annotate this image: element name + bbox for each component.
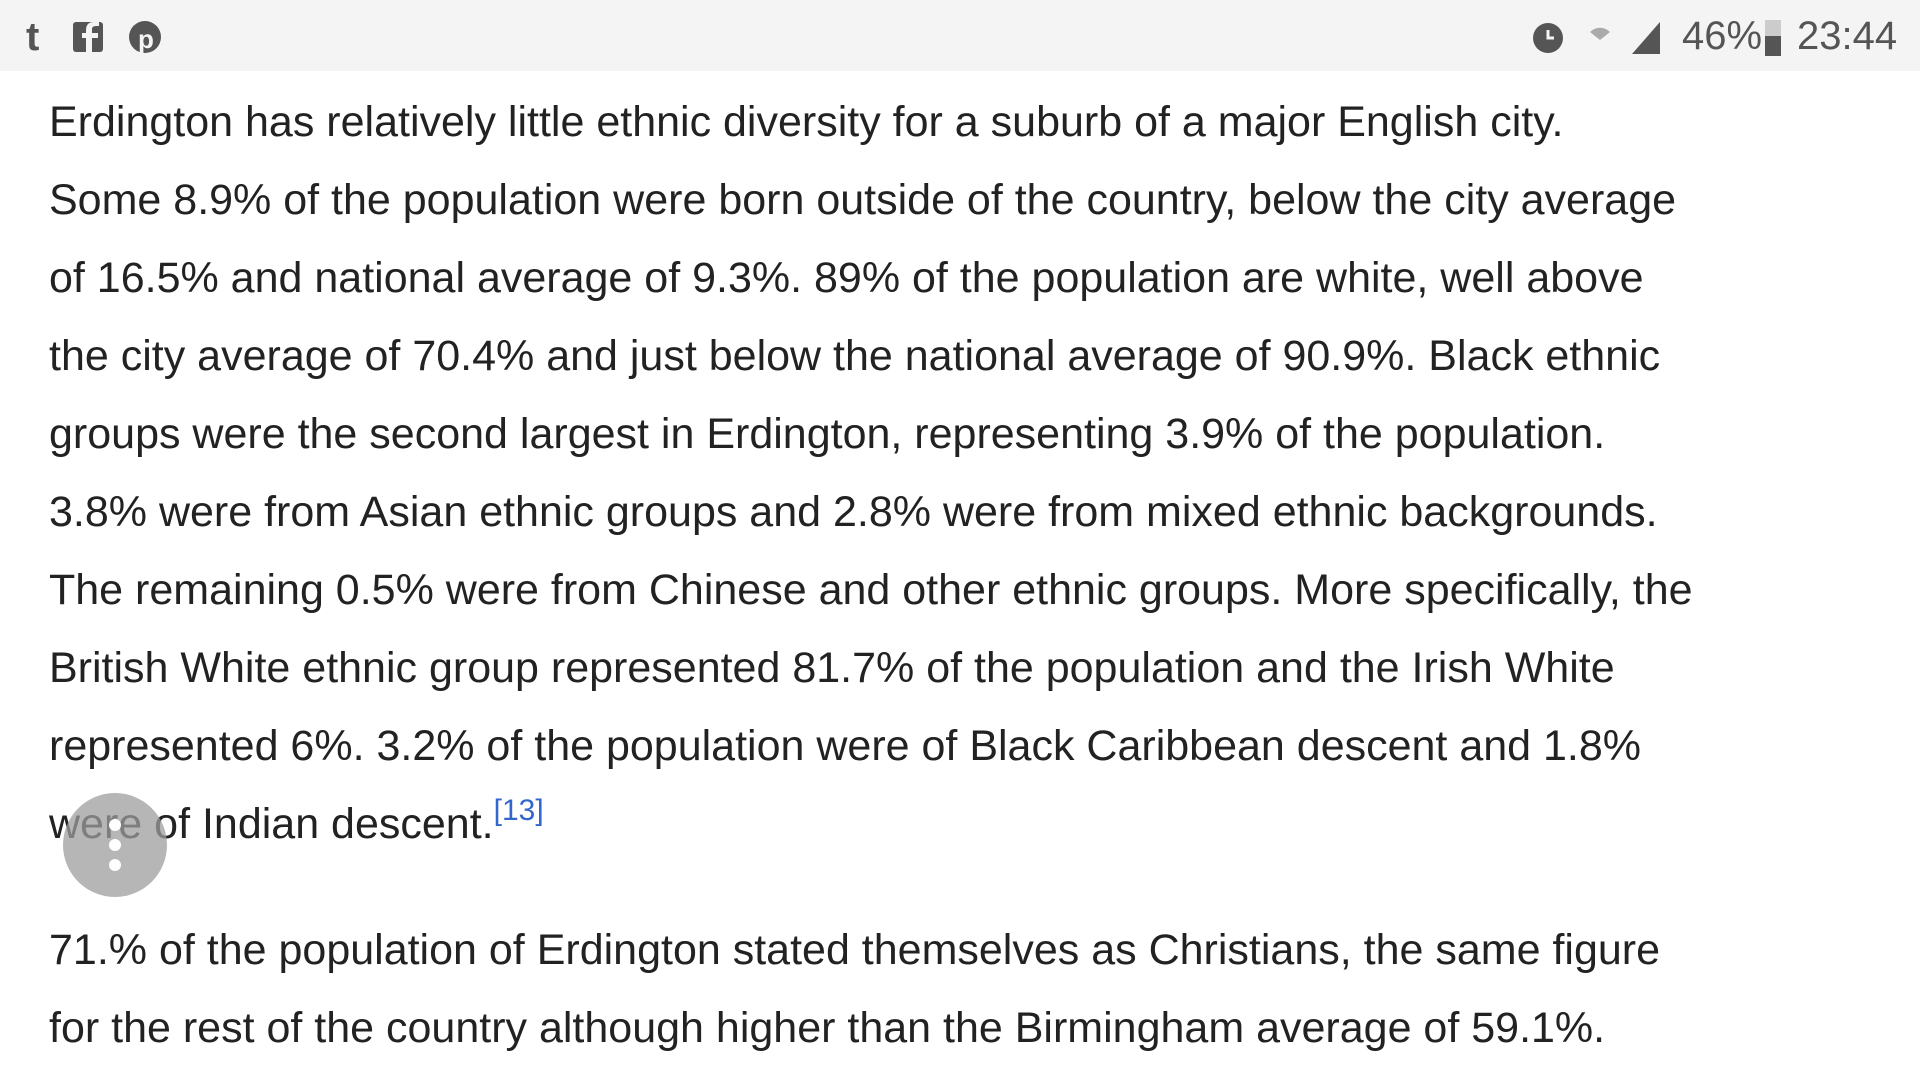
signal-icon [1632, 22, 1660, 54]
text: The remaining 0.5% were from Chinese and… [49, 566, 1693, 614]
status-bar: t p 46% 23:44 [0, 0, 1920, 71]
floating-menu-button[interactable] [62, 792, 168, 898]
text: 71.% of the population of Erdington stat… [49, 926, 1661, 974]
text: Erdington has relatively little ethnic d… [49, 98, 1564, 146]
system-icons [1533, 22, 1660, 54]
clock: 23:44 [1797, 14, 1898, 58]
text-line: groups were the second largest in Erding… [49, 395, 1693, 473]
social-icons: t p [26, 15, 161, 59]
text-line: of 16.5% and national average of 9.3%. 8… [49, 239, 1693, 317]
text: British White ethnic group represented 8… [49, 644, 1615, 692]
wifi-icon [1590, 27, 1610, 40]
citation-link[interactable]: [13] [493, 794, 544, 827]
text-line: for the rest of the country although hig… [49, 989, 1660, 1067]
text-line: British White ethnic group represented 8… [49, 629, 1693, 707]
paragraph: 71.% of the population of Erdington stat… [49, 911, 1660, 1067]
text-line: 71.% of the population of Erdington stat… [49, 911, 1660, 989]
paragraph: Erdington has relatively little ethnic d… [49, 83, 1693, 863]
text: Some 8.9% of the population were born ou… [49, 176, 1677, 224]
text: 3.8% were from Asian ethnic groups and 2… [49, 488, 1658, 536]
text-line: Some 8.9% of the population were born ou… [49, 161, 1693, 239]
text: for the rest of the country although hig… [49, 1004, 1606, 1052]
text-line: represented 6%. 3.2% of the population w… [49, 707, 1693, 785]
text: represented 6%. 3.2% of the population w… [49, 722, 1642, 770]
text-line: Erdington has relatively little ethnic d… [49, 83, 1693, 161]
tumblr-icon[interactable]: t [26, 15, 39, 59]
battery-percent: 46% [1682, 14, 1763, 58]
text-line: the city average of 70.4% and just below… [49, 317, 1693, 395]
text: groups were the second largest in Erding… [49, 410, 1606, 458]
text: of 16.5% and national average of 9.3%. 8… [49, 254, 1644, 302]
text-line: were of Indian descent.[13] [49, 785, 1693, 863]
pinterest-icon[interactable] [129, 21, 161, 53]
svg-text:p: p [138, 24, 154, 54]
battery-icon [1765, 20, 1781, 56]
text-line: 3.8% were from Asian ethnic groups and 2… [49, 473, 1693, 551]
text: the city average of 70.4% and just below… [49, 332, 1661, 380]
text-line: The remaining 0.5% were from Chinese and… [49, 551, 1693, 629]
